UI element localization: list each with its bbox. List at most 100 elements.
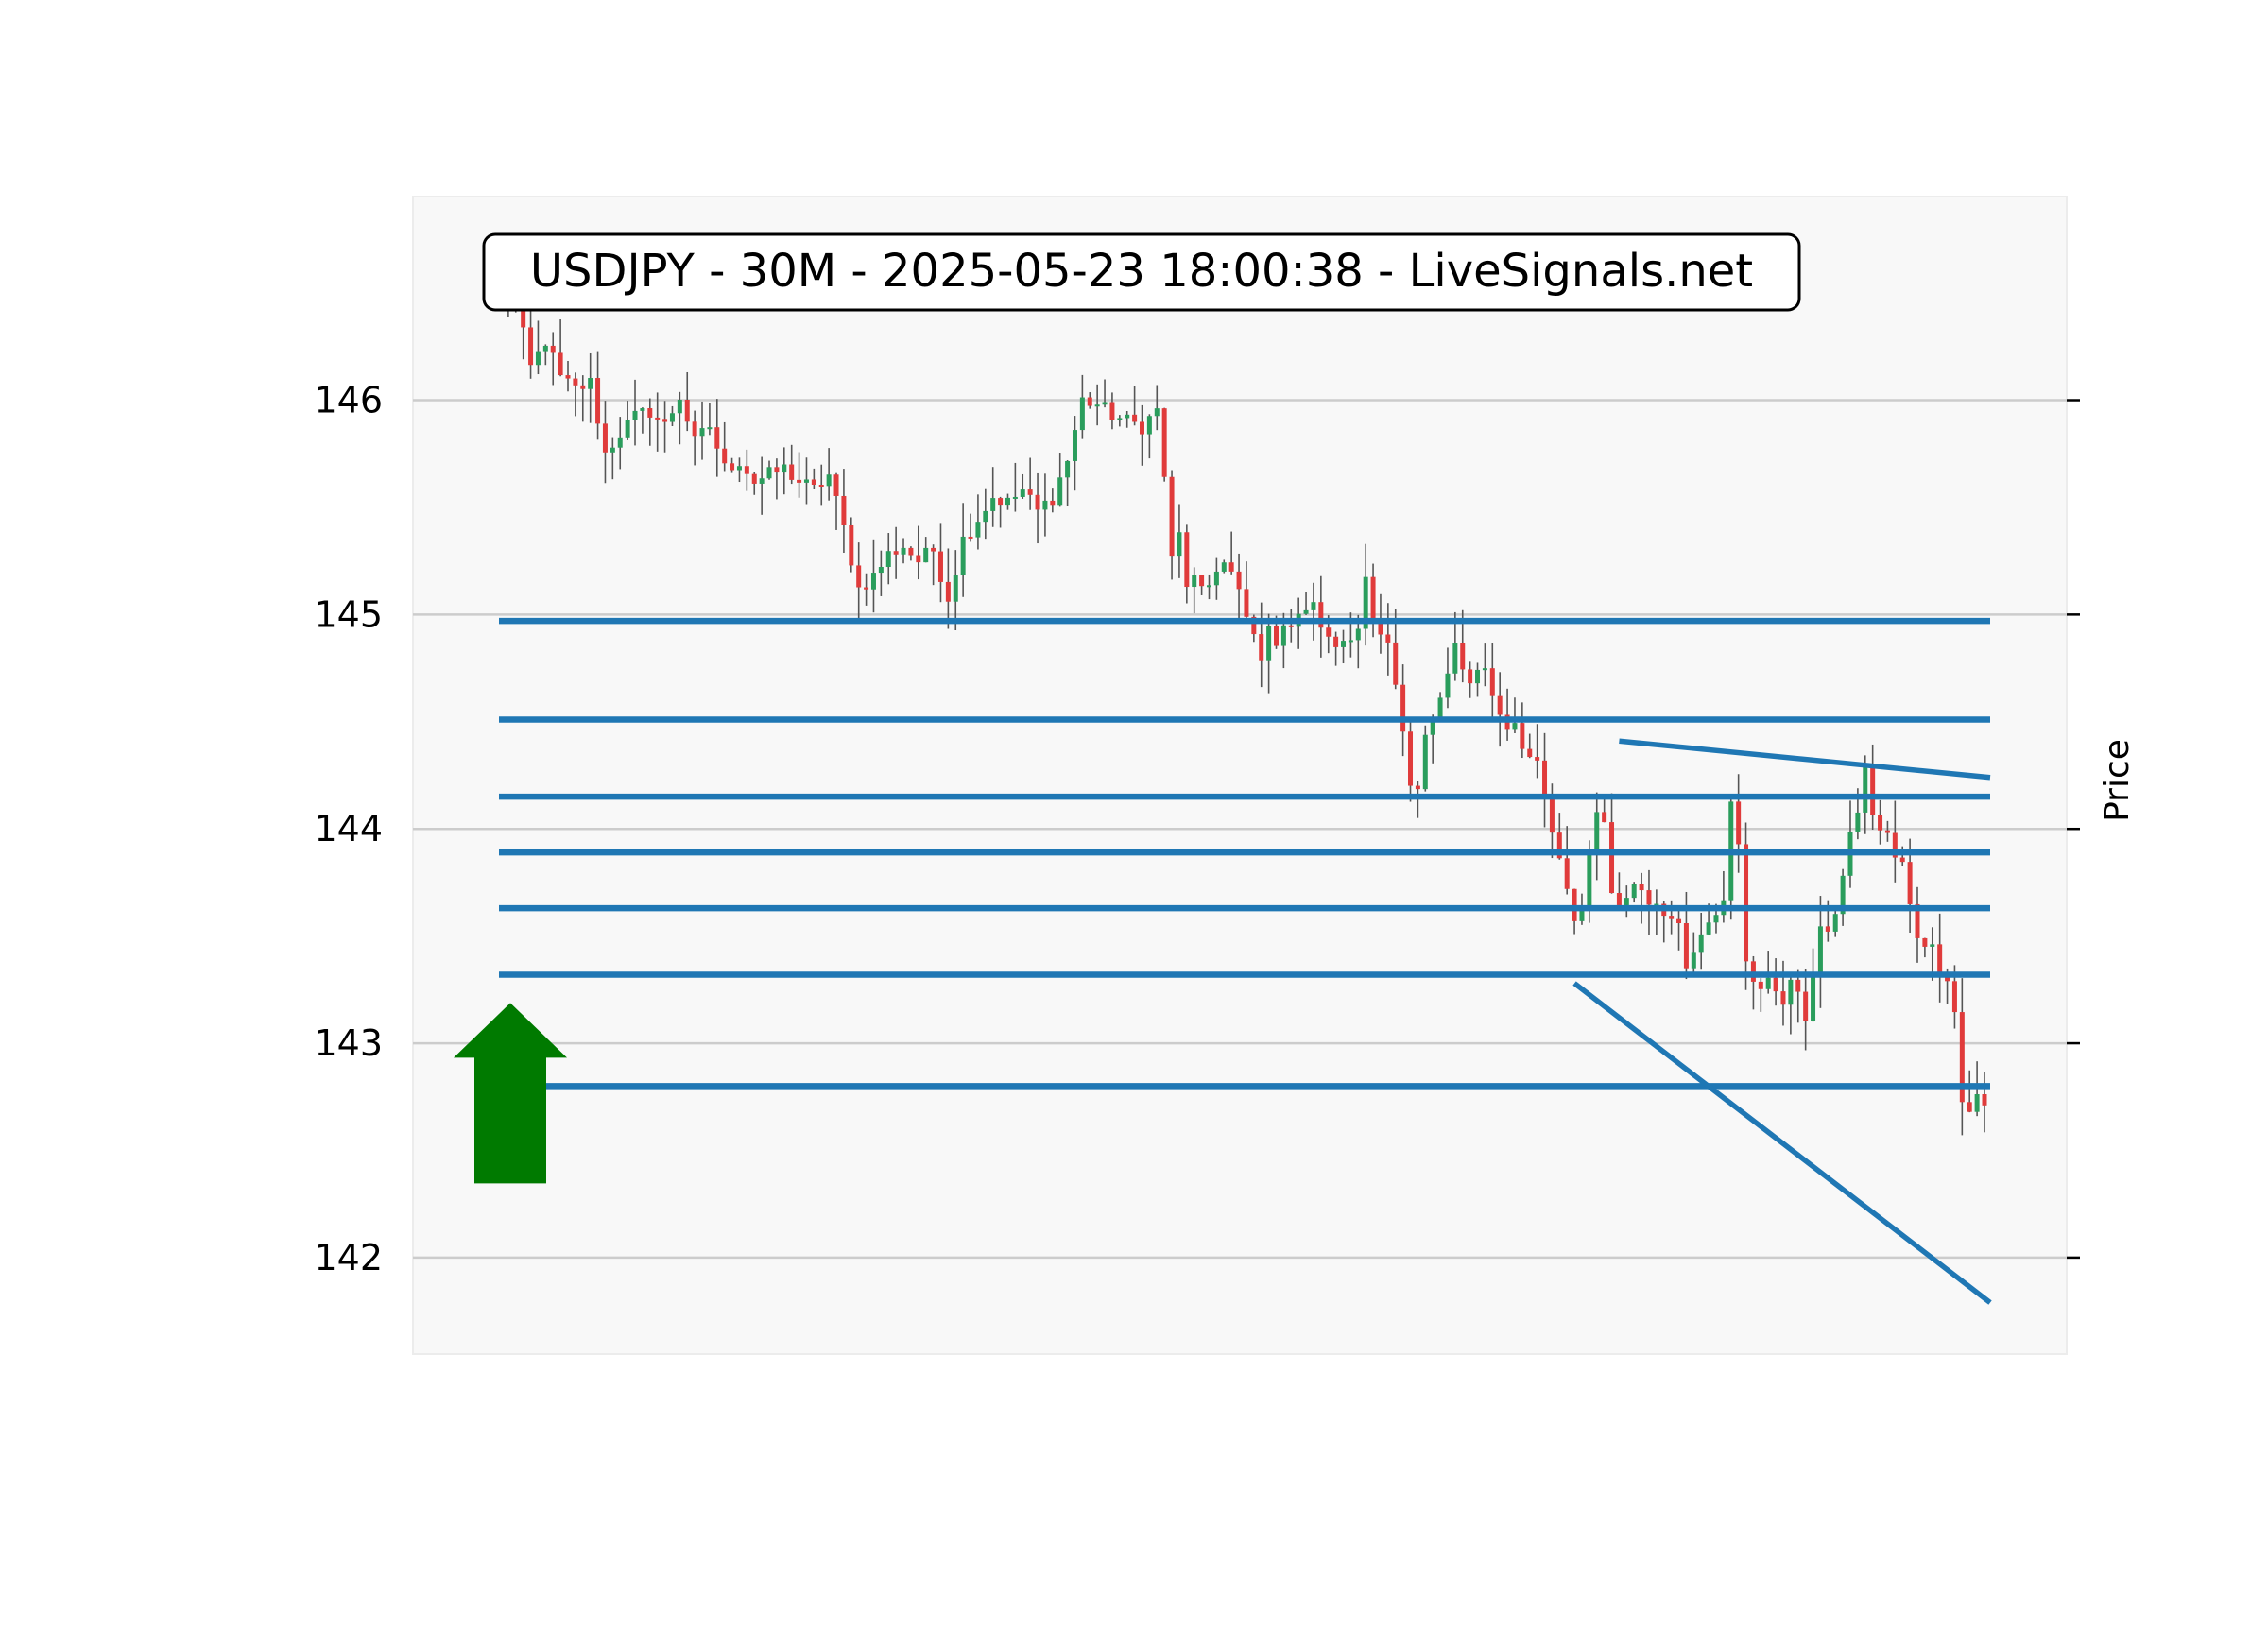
candle-body-down <box>841 495 847 525</box>
candle-body-down <box>937 551 943 582</box>
candle-body-up <box>1221 562 1227 572</box>
candle-body-up <box>1079 397 1085 431</box>
candle-body-down <box>1669 916 1675 919</box>
candle-body-down <box>908 547 914 556</box>
candle-body-down <box>1878 815 1883 831</box>
candle-body-down <box>945 581 951 602</box>
candle-body-up <box>1057 477 1063 506</box>
candle-body-down <box>1758 981 1763 989</box>
candle-body-down <box>558 352 563 376</box>
candle-body-down <box>684 399 690 422</box>
y-tick-label: 142 <box>314 1237 383 1278</box>
candle-body-up <box>1020 489 1025 497</box>
candle-body-up <box>1698 934 1704 953</box>
candle-body-up <box>610 447 615 453</box>
candle-body-up <box>1631 884 1637 899</box>
candle-body-down <box>1825 926 1830 932</box>
candle-body-up <box>1042 500 1048 510</box>
chart-title-box: USDJPY - 30M - 2025-05-23 18:00:38 - Liv… <box>482 232 1801 312</box>
trendline-upper <box>1619 738 1991 781</box>
candle-body-down <box>1228 562 1234 572</box>
candle-body-down <box>1899 857 1905 863</box>
candle-body-down <box>1915 903 1920 938</box>
candle-body-down <box>1244 589 1249 617</box>
candle-body-down <box>1945 974 1950 982</box>
candle-body-up <box>1832 914 1838 932</box>
candle-body-down <box>818 484 824 487</box>
candle-body-up <box>1206 585 1211 588</box>
candle-body-down <box>1139 421 1144 435</box>
candle-body-up <box>542 345 548 352</box>
candle-body-down <box>1959 1012 1965 1103</box>
candle-body-down <box>744 466 749 474</box>
candle-body-down <box>1087 397 1092 406</box>
candle-body-down <box>1408 731 1414 786</box>
candle-body-up <box>1311 602 1316 610</box>
candle-body-up <box>625 420 630 438</box>
y-tick-label: 144 <box>314 808 383 849</box>
y-axis-ticks: 142 143 144 145 146 <box>314 380 2080 1278</box>
candle-body-down <box>1609 822 1615 894</box>
candle-body-down <box>931 547 936 552</box>
candle-body-up <box>1430 719 1435 735</box>
candle-body-down <box>774 467 780 473</box>
candle-body-up <box>953 575 958 602</box>
candle-body-up <box>983 510 988 523</box>
candle-body-down <box>1683 922 1689 969</box>
candle-body-down <box>1796 979 1801 992</box>
candle-body-down <box>1378 622 1383 635</box>
candle-body-down <box>1236 571 1242 590</box>
candle-body-up <box>1154 408 1160 417</box>
candle-body-down <box>1549 798 1555 833</box>
candle-body-down <box>1602 812 1607 823</box>
candle-body-down <box>893 551 899 555</box>
candle-body-down <box>1326 627 1332 637</box>
support-resistance-levels <box>499 617 1990 1090</box>
candle-body-up <box>1863 764 1868 813</box>
candle-body-up <box>1072 430 1077 461</box>
candle-body-up <box>1266 626 1272 661</box>
candle-body-up <box>1177 532 1182 557</box>
candle-body-down <box>1497 695 1503 715</box>
candle-body-up <box>1065 460 1071 478</box>
candle-body-up <box>632 410 638 420</box>
candle-body-down <box>1982 1094 1987 1106</box>
candle-body-up <box>870 573 876 590</box>
candle-body-down <box>968 536 973 539</box>
candle-body-up <box>1012 496 1018 499</box>
candle-body-up <box>1840 875 1846 915</box>
candle-body-down <box>849 524 854 566</box>
candle-body-up <box>1117 418 1123 420</box>
candle-body-up <box>1482 668 1487 671</box>
candle-body-down <box>856 565 862 588</box>
candle-body-up <box>1691 952 1696 969</box>
candle-body-down <box>1259 634 1264 661</box>
candle-body-up <box>736 466 742 471</box>
candle-body-down <box>1870 764 1876 815</box>
candle-body-up <box>1437 697 1443 720</box>
candle-body-up <box>1146 416 1152 435</box>
up-arrow-icon <box>454 1003 567 1184</box>
candle-body-up <box>1713 915 1719 923</box>
candle-body-up <box>975 522 981 538</box>
candle-body-down <box>1639 884 1644 891</box>
trendline-lower <box>1572 981 1992 1305</box>
candle-body-down <box>1460 643 1466 670</box>
candle-body-down <box>722 448 728 464</box>
candle-body-up <box>766 467 772 479</box>
candle-body-down <box>751 473 757 484</box>
candle-body-up <box>1475 669 1481 684</box>
y-tick-label: 145 <box>314 593 383 635</box>
candle-body-down <box>1169 476 1175 557</box>
candle-body-down <box>916 555 921 563</box>
candle-body-up <box>1624 898 1629 905</box>
candle-body-down <box>1803 991 1809 1021</box>
candle-body-down <box>1288 625 1294 627</box>
candle-body-down <box>692 421 697 437</box>
candle-body-up <box>803 479 809 483</box>
candle-body-down <box>1967 1102 1972 1112</box>
candle-body-up <box>1855 812 1861 832</box>
candle-body-down <box>1646 890 1652 905</box>
y-axis-label: Price <box>2098 739 2137 822</box>
candle-body-up <box>1280 625 1286 646</box>
